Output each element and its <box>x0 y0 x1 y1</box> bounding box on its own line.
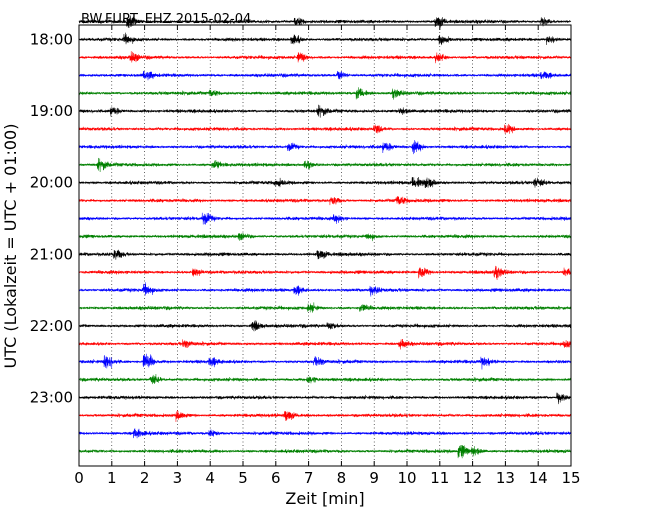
y-tick-label: 22:00 <box>30 317 73 335</box>
trace-2230 <box>78 353 572 370</box>
x-tick-label: 7 <box>304 469 314 487</box>
trace-2145 <box>78 302 572 313</box>
seismic-traces <box>78 15 572 459</box>
trace-2300 <box>78 392 572 405</box>
trace-2345 <box>78 445 572 459</box>
trace-2315 <box>78 410 572 422</box>
trace-2000 <box>78 176 572 189</box>
plot-frame <box>78 24 572 467</box>
trace-2215 <box>78 339 572 350</box>
y-axis-label: UTC (Lokalzeit = UTC + 01:00) <box>1 124 20 369</box>
x-tick-label: 12 <box>463 469 482 487</box>
trace-2045 <box>78 232 572 242</box>
x-tick-label: 13 <box>496 469 515 487</box>
trace-2015 <box>78 196 572 206</box>
x-axis-label: Zeit [min] <box>285 489 364 508</box>
x-tick-label: 11 <box>430 469 449 487</box>
x-tick-label: 4 <box>205 469 215 487</box>
trace-2130 <box>78 282 572 297</box>
x-tick-label: 9 <box>369 469 379 487</box>
trace-2115 <box>78 265 572 281</box>
trace-1800 <box>78 32 572 46</box>
minute-grid <box>111 25 539 466</box>
y-tick-label: 21:00 <box>30 245 73 263</box>
x-tick-label: 15 <box>561 469 580 487</box>
x-tick-label: 2 <box>140 469 150 487</box>
x-tick-label: 8 <box>337 469 347 487</box>
trace-2200 <box>78 320 572 332</box>
x-tick-label: 0 <box>74 469 84 487</box>
chart-title: BW.FURT..EHZ 2015-02-04 <box>81 12 251 27</box>
trace-1745 <box>78 15 572 29</box>
trace-2030 <box>78 212 572 225</box>
trace-1845 <box>78 87 572 100</box>
y-tick-label: 18:00 <box>30 31 73 49</box>
x-tick-label: 14 <box>529 469 548 487</box>
y-axis-ticks: 18:00 19:00 20:00 21:00 22:00 23:00 <box>30 31 571 407</box>
trace-2330 <box>78 428 572 439</box>
trace-1930 <box>78 140 572 155</box>
trace-1945 <box>78 157 572 172</box>
x-tick-label: 1 <box>107 469 117 487</box>
x-tick-label: 3 <box>173 469 183 487</box>
trace-1915 <box>78 123 572 134</box>
trace-2245 <box>78 373 572 385</box>
trace-1815 <box>78 51 572 64</box>
trace-1900 <box>78 104 572 118</box>
y-tick-label: 19:00 <box>30 102 73 120</box>
x-tick-label: 5 <box>238 469 248 487</box>
y-tick-label: 23:00 <box>30 389 73 407</box>
trace-2100 <box>78 249 572 260</box>
x-axis-ticks: 0 1 2 3 4 5 6 7 8 9 10 11 12 13 14 15 <box>74 25 581 487</box>
trace-1830 <box>78 70 572 81</box>
x-tick-label: 6 <box>271 469 281 487</box>
x-tick-label: 10 <box>397 469 416 487</box>
y-tick-label: 20:00 <box>30 174 73 192</box>
